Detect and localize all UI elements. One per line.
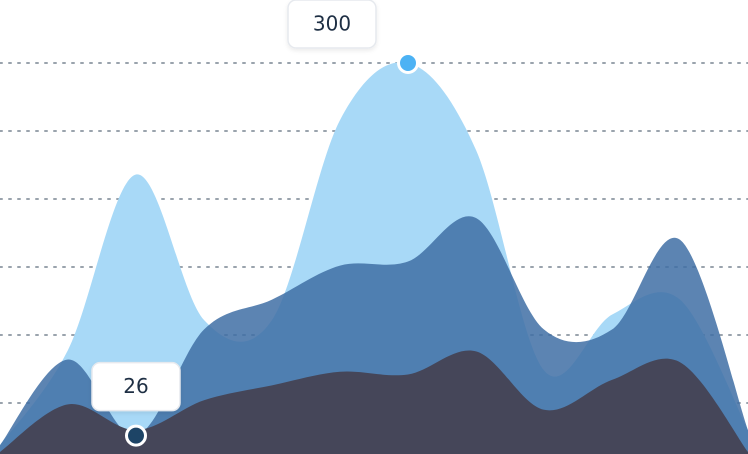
area xyxy=(0,350,748,454)
area xyxy=(0,216,748,454)
point-marker xyxy=(125,424,147,447)
callout-label: 300 xyxy=(313,12,351,36)
point-marker xyxy=(397,52,419,74)
callout-box xyxy=(287,0,377,49)
callout-label: 26 xyxy=(123,374,148,398)
callout-box xyxy=(91,361,181,412)
